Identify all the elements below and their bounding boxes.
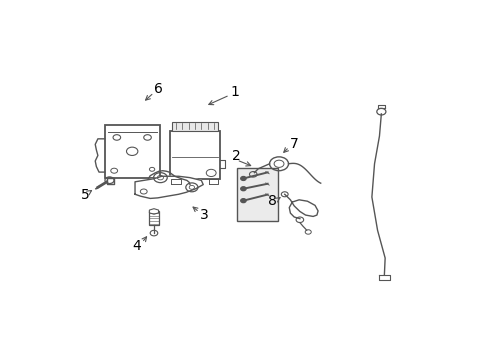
- Bar: [170, 131, 219, 179]
- Bar: [104, 125, 159, 177]
- Polygon shape: [149, 209, 158, 214]
- Circle shape: [240, 176, 245, 180]
- Text: 7: 7: [289, 136, 298, 150]
- Text: 3: 3: [200, 208, 208, 222]
- Text: 6: 6: [154, 82, 163, 96]
- Text: 5: 5: [81, 188, 90, 202]
- Text: 1: 1: [230, 85, 239, 99]
- Bar: [149, 211, 158, 225]
- Circle shape: [240, 199, 245, 203]
- Bar: [172, 122, 217, 131]
- Circle shape: [240, 187, 245, 191]
- Text: 4: 4: [132, 239, 141, 253]
- Bar: [236, 168, 277, 221]
- Text: 2: 2: [232, 149, 241, 163]
- Text: 8: 8: [267, 194, 276, 208]
- Polygon shape: [135, 176, 203, 198]
